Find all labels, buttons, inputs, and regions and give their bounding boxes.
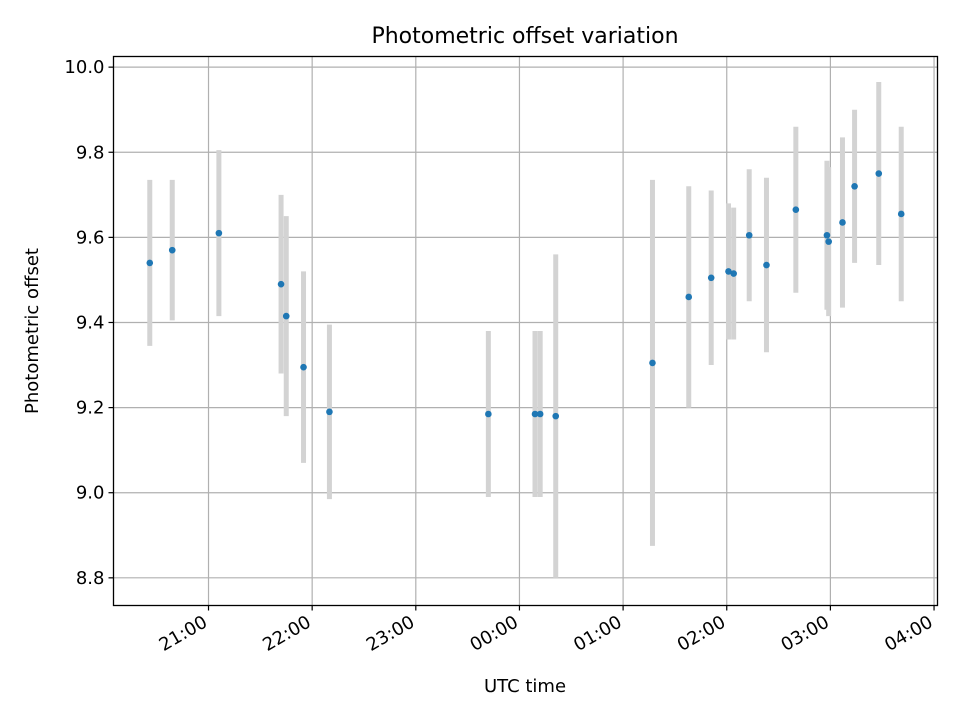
data-point: [745, 231, 753, 239]
y-tick-label: 8.8: [76, 568, 105, 589]
data-point: [649, 359, 656, 367]
y-tick-label: 9.6: [76, 227, 105, 248]
data-point: [146, 259, 154, 267]
y-axis-label: Photometric offset: [22, 248, 43, 414]
chart-title: Photometric offset variation: [371, 24, 678, 49]
data-point: [725, 268, 732, 275]
data-point: [792, 206, 800, 214]
data-point: [282, 312, 290, 320]
data-point: [763, 261, 770, 269]
y-tick-label: 9.4: [76, 312, 105, 333]
data-point: [531, 410, 539, 418]
data-point: [277, 280, 285, 288]
data-point: [485, 410, 492, 418]
plot-frame: [112, 55, 939, 607]
point-layer: [146, 170, 905, 420]
data-point: [851, 183, 858, 190]
data-point: [168, 246, 176, 254]
data-point: [707, 274, 715, 282]
data-point: [823, 231, 831, 239]
data-point: [552, 412, 560, 420]
data-point: [839, 219, 846, 226]
data-point: [685, 293, 693, 301]
data-point: [875, 170, 883, 177]
y-tick-label: 9.0: [76, 483, 105, 504]
data-point: [730, 270, 737, 277]
x-axis-label: UTC time: [484, 676, 566, 697]
data-point: [215, 229, 223, 237]
y-tick-label: 9.8: [76, 142, 105, 163]
data-point: [825, 238, 832, 245]
data-point: [536, 410, 544, 418]
data-point: [300, 363, 307, 371]
data-point: [326, 408, 333, 416]
data-point: [897, 210, 905, 218]
y-tick-label: 10.0: [64, 57, 104, 78]
y-tick-label: 9.2: [76, 398, 105, 419]
